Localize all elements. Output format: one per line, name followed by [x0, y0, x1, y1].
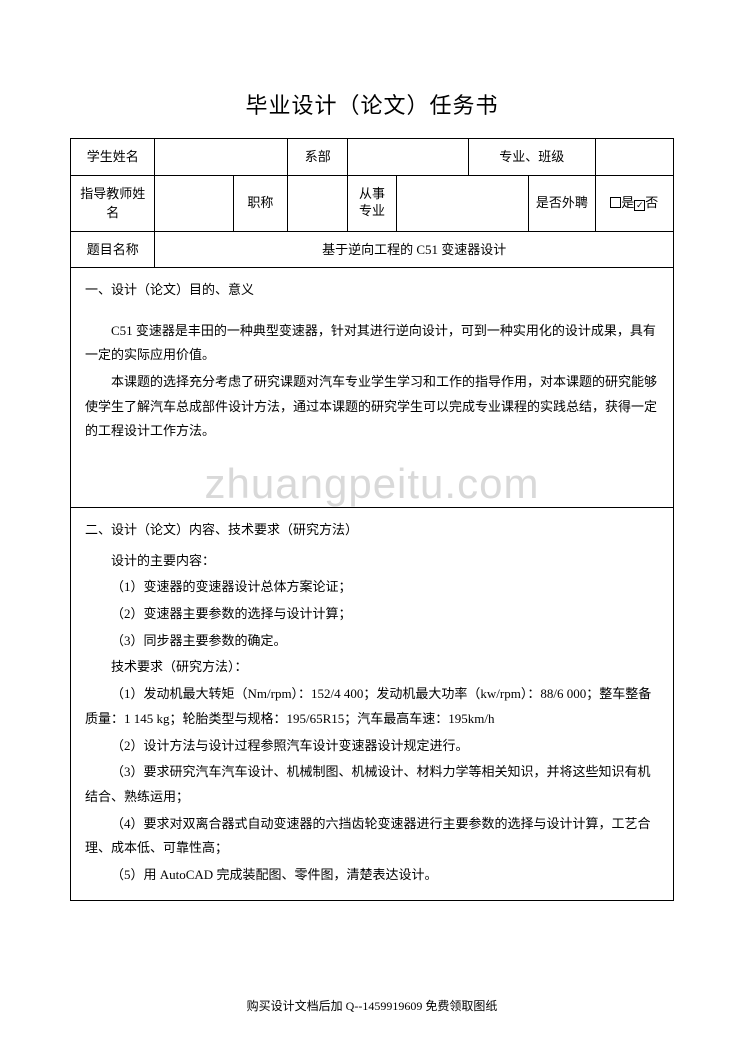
table-row: 二、设计（论文）内容、技术要求（研究方法） 设计的主要内容： （1）变速器的变速…	[71, 508, 674, 901]
section-requirements: 二、设计（论文）内容、技术要求（研究方法） 设计的主要内容： （1）变速器的变速…	[71, 508, 674, 901]
cell-external-val: 是✓否	[595, 175, 673, 231]
section2-j4: （4）要求对双离合器式自动变速器的六挡齿轮变速器进行主要参数的选择与设计计算，工…	[85, 812, 659, 861]
table-row: 学生姓名 系部 专业、班级	[71, 139, 674, 176]
table-row: 题目名称 基于逆向工程的 C51 变速器设计	[71, 231, 674, 268]
section2-j3: （3）要求研究汽车汽车设计、机械制图、机械设计、材料力学等相关知识，并将这些知识…	[85, 760, 659, 809]
cell-student-name	[155, 139, 288, 176]
task-table: 学生姓名 系部 专业、班级 指导教师姓名 职称 从事专业 是否外聘 是✓否 题目…	[70, 138, 674, 901]
cell-advisor	[155, 175, 233, 231]
cell-topic: 基于逆向工程的 C51 变速器设计	[155, 231, 674, 268]
section-purpose: 一、设计（论文）目的、意义 C51 变速器是丰田的一种典型变速器，针对其进行逆向…	[71, 268, 674, 508]
cell-title-val	[288, 175, 348, 231]
table-row: 指导教师姓名 职称 从事专业 是否外聘 是✓否	[71, 175, 674, 231]
cell-student-name-label: 学生姓名	[71, 139, 155, 176]
section2-j1: （1）发动机最大转矩（Nm/rpm）：152/4 400；发动机最大功率（kw/…	[85, 682, 659, 731]
checkbox-yes-icon	[610, 197, 621, 208]
checkbox-yes-label: 是	[621, 195, 634, 210]
table-row: 一、设计（论文）目的、意义 C51 变速器是丰田的一种典型变速器，针对其进行逆向…	[71, 268, 674, 508]
cell-field	[396, 175, 529, 231]
page-content: 毕业设计（论文）任务书 学生姓名 系部 专业、班级 指导教师姓名 职称	[70, 88, 674, 901]
section2-head: 二、设计（论文）内容、技术要求（研究方法）	[85, 518, 659, 543]
cell-major	[595, 139, 673, 176]
section1-p1: C51 变速器是丰田的一种典型变速器，针对其进行逆向设计，可到一种实用化的设计成…	[85, 319, 659, 368]
cell-topic-label: 题目名称	[71, 231, 155, 268]
cell-dept	[348, 139, 469, 176]
cell-dept-label: 系部	[288, 139, 348, 176]
section1-head: 一、设计（论文）目的、意义	[85, 278, 659, 303]
section2-sub2: 技术要求（研究方法）：	[85, 655, 659, 680]
page-title: 毕业设计（论文）任务书	[70, 88, 674, 120]
section2-sub1: 设计的主要内容：	[85, 549, 659, 574]
section2-i1: （1）变速器的变速器设计总体方案论证；	[85, 575, 659, 600]
footer: 购买设计文档后加 Q--1459919609 免费领取图纸	[0, 997, 744, 1014]
checkbox-no-label: 否	[645, 195, 658, 210]
section2-i2: （2）变速器主要参数的选择与设计计算；	[85, 602, 659, 627]
cell-advisor-label: 指导教师姓名	[71, 175, 155, 231]
cell-field-label: 从事专业	[348, 175, 396, 231]
cell-major-label: 专业、班级	[468, 139, 595, 176]
section2-j2: （2）设计方法与设计过程参照汽车设计变速器设计规定进行。	[85, 734, 659, 759]
section2-i3: （3）同步器主要参数的确定。	[85, 629, 659, 654]
cell-title-label: 职称	[233, 175, 287, 231]
checkbox-no-icon: ✓	[634, 200, 645, 211]
section2-j5: （5）用 AutoCAD 完成装配图、零件图，清楚表达设计。	[85, 863, 659, 888]
section1-p2: 本课题的选择充分考虑了研究课题对汽车专业学生学习和工作的指导作用，对本课题的研究…	[85, 370, 659, 444]
cell-external-label: 是否外聘	[529, 175, 595, 231]
